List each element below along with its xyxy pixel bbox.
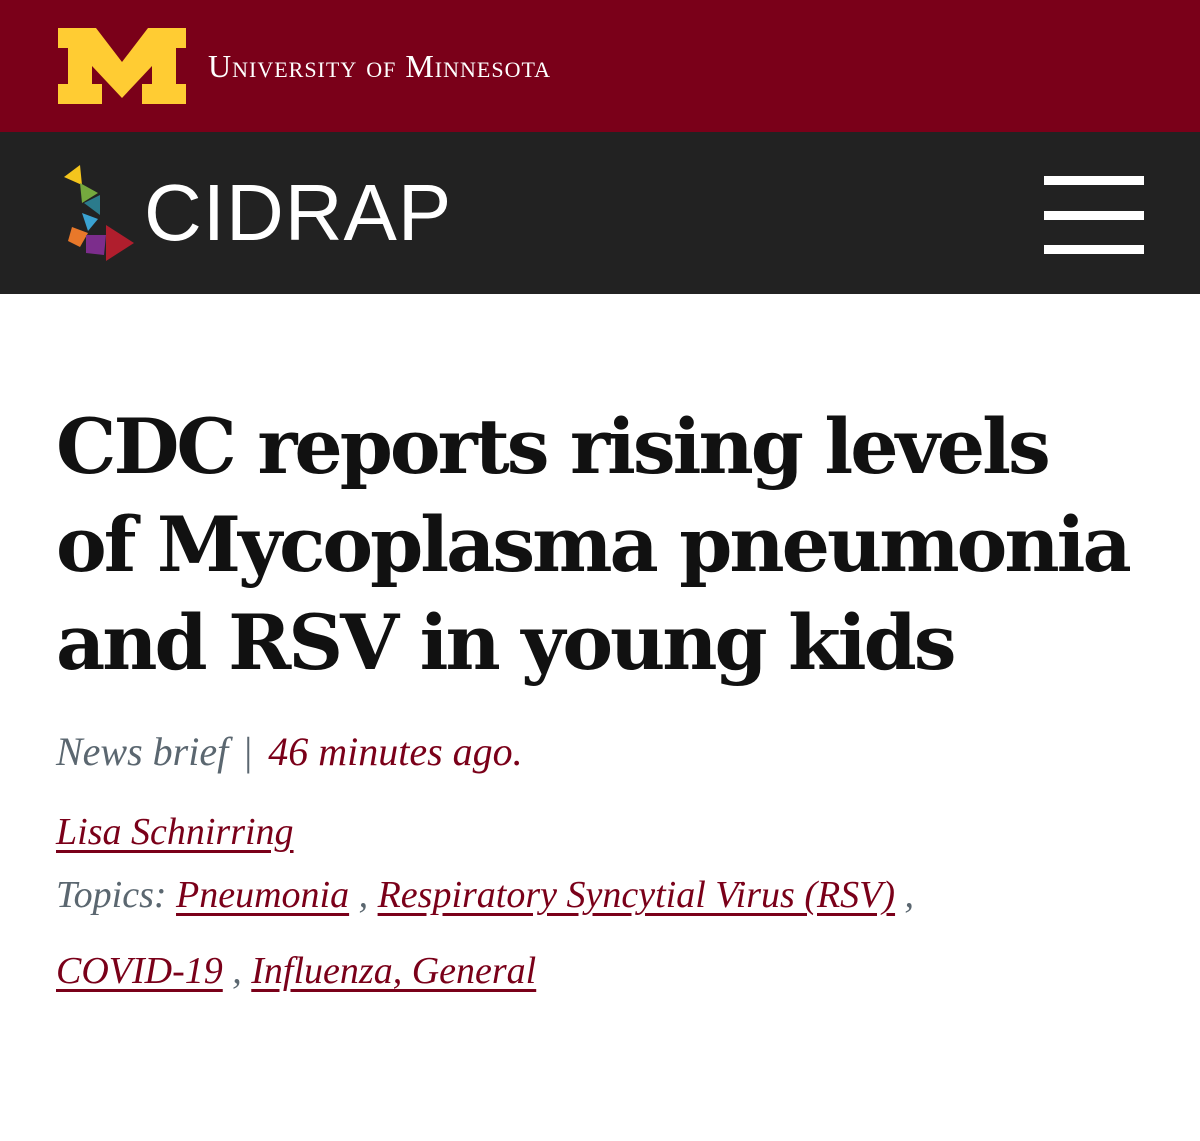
topic-link-covid-19[interactable]: COVID-19 [56,950,223,993]
topics-label: Topics: [56,874,167,917]
umn-block-m-logo-icon[interactable] [56,28,188,104]
topic-link-pneumonia[interactable]: Pneumonia [176,874,350,917]
menu-line [1044,210,1144,220]
topic-separator: , [895,874,915,917]
university-banner: University of Minnesota [0,0,1200,132]
hamburger-menu-icon[interactable] [1044,176,1144,254]
article-headline: CDC reports rising levels of Mycoplasma … [56,402,1132,687]
article-timestamp: 46 minutes ago. [268,729,523,774]
author-link[interactable]: Lisa Schnirring [56,811,294,853]
article-type: News brief [56,729,229,774]
site-header: CIDRAP [0,132,1200,294]
menu-line [1044,176,1144,185]
article-meta: News brief | 46 minutes ago. [56,732,1144,772]
topic-link-rsv[interactable]: Respiratory Syncytial Virus (RSV) [377,874,896,917]
site-logo-link[interactable]: CIDRAP [58,163,452,263]
byline: Lisa Schnirring [56,808,1144,857]
menu-line [1044,245,1144,254]
article-header: CDC reports rising levels of Mycoplasma … [0,294,1200,1009]
meta-separator: | [244,729,253,774]
topic-separator: , [222,950,252,993]
topics-list: Topics: Pneumonia , Respiratory Syncytia… [56,857,1144,1009]
site-brand-name: CIDRAP [144,168,453,257]
university-name[interactable]: University of Minnesota [208,48,552,84]
topic-separator: , [349,874,378,917]
cidrap-tangram-logo-icon [64,165,134,261]
topic-link-influenza-general[interactable]: Influenza, General [251,950,537,993]
